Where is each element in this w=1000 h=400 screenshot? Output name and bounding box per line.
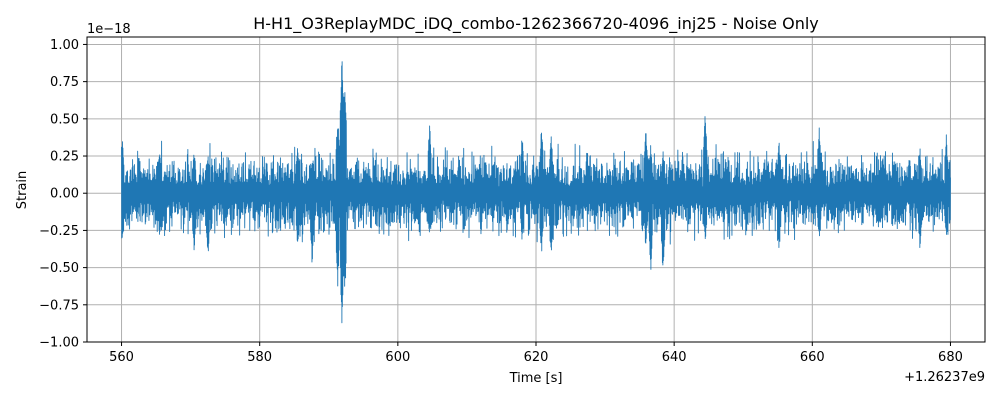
x-tick-label: 680 (938, 350, 963, 365)
y-axis-ticks: −1.00 −0.75 −0.50 −0.25 0.00 0.25 0.50 0.75 1.00 (39, 38, 87, 351)
x-axis-ticks: 560 580 600 620 640 660 680 (109, 342, 963, 365)
chart-title: H-H1_O3ReplayMDC_iDQ_combo-1262366720-40… (253, 14, 819, 34)
x-offset-label: +1.26237e9 (904, 370, 985, 385)
y-tick-label: −0.50 (39, 261, 79, 276)
y-tick-label: −1.00 (39, 336, 79, 351)
y-tick-label: 0.25 (50, 150, 79, 165)
y-tick-label: 1.00 (50, 38, 79, 53)
x-axis-label: Time [s] (509, 371, 563, 386)
x-tick-label: 600 (385, 350, 410, 365)
y-scale-label: 1e−18 (87, 22, 131, 37)
y-tick-label: −0.75 (39, 298, 79, 313)
y-tick-label: 0.75 (50, 75, 79, 90)
y-tick-label: 0.50 (50, 112, 79, 127)
x-tick-label: 580 (247, 350, 272, 365)
y-tick-label: 0.00 (50, 187, 79, 202)
x-tick-label: 560 (109, 350, 134, 365)
x-tick-label: 640 (662, 350, 687, 365)
x-tick-label: 620 (524, 350, 549, 365)
y-axis-label: Strain (15, 171, 30, 210)
x-tick-label: 660 (800, 350, 825, 365)
y-tick-label: −0.25 (39, 224, 79, 239)
